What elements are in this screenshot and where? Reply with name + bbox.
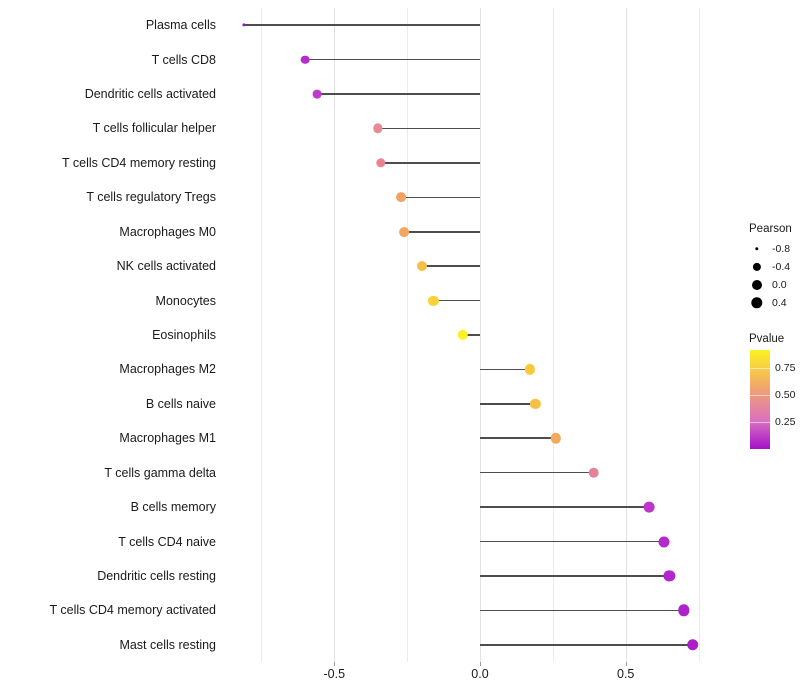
x-axis-tick-mark xyxy=(334,662,336,666)
color-legend-label: 0.50 xyxy=(775,388,796,401)
lollipop-dot[interactable] xyxy=(524,364,535,375)
size-legend-swatch xyxy=(752,262,762,272)
lollipop-dot[interactable] xyxy=(530,398,541,409)
size-legend-label: -0.4 xyxy=(772,260,791,273)
y-axis-tick-label: Dendritic cells activated xyxy=(84,86,216,101)
size-legend-title: Pearson xyxy=(749,223,792,235)
lollipop-stem xyxy=(243,24,480,26)
lollipop-dot[interactable] xyxy=(643,501,655,513)
y-axis-tick-label: T cells regulatory Tregs xyxy=(86,190,216,205)
lollipop-dot[interactable] xyxy=(399,226,410,237)
y-axis-tick-label: Macrophages M0 xyxy=(119,224,216,239)
lollipop-stem xyxy=(421,265,480,267)
size-legend-items: -0.8 -0.4 0.0 0.4 xyxy=(748,240,800,312)
lollipop-dot[interactable] xyxy=(678,604,690,617)
legend-area: Pearson -0.8 -0.4 0.0 0.4 Pvalue 0.75 0.50 0.… xyxy=(748,223,800,474)
size-legend-swatch xyxy=(752,280,762,290)
gridline-minor xyxy=(698,8,700,662)
lollipop-dot[interactable] xyxy=(416,261,427,272)
size-legend-item: -0.8 xyxy=(748,240,800,258)
size-legend-item: 0.4 xyxy=(748,294,800,312)
gridline-minor xyxy=(261,8,263,662)
lollipop-dot[interactable] xyxy=(300,55,310,64)
y-axis-tick-label: Plasma cells xyxy=(145,17,216,32)
y-axis-tick-label: Macrophages M2 xyxy=(119,362,216,377)
lollipop-stem xyxy=(480,471,594,474)
lollipop-stem xyxy=(480,506,650,508)
y-axis-tick-label: Macrophages M1 xyxy=(119,431,216,445)
plot-area xyxy=(225,8,735,662)
y-axis-tick-label: NK cells activated xyxy=(116,258,216,273)
y-axis-tick-label: Monocytes xyxy=(155,293,216,308)
y-axis-tick-label: B cells memory xyxy=(130,499,216,514)
color-legend-bar xyxy=(750,350,770,449)
gridline-major xyxy=(480,8,481,662)
lollipop-stem xyxy=(480,403,536,405)
lollipop-stem xyxy=(480,437,556,440)
x-axis: -0.5 0.0 0.5 xyxy=(225,662,735,700)
lollipop-stem xyxy=(480,575,670,577)
lollipop-stem xyxy=(480,643,693,646)
lollipop-stem xyxy=(480,540,664,543)
lollipop-stem xyxy=(404,230,480,233)
y-axis-tick-label: T cells CD4 memory resting xyxy=(62,155,216,170)
color-legend-tick xyxy=(750,368,770,370)
size-legend-item: -0.4 xyxy=(748,258,800,276)
y-axis-tick-label: Eosinophils xyxy=(152,327,216,342)
lollipop-dot[interactable] xyxy=(376,158,386,168)
y-axis-tick-label: T cells CD4 memory activated xyxy=(49,603,217,618)
y-axis-tick-label: B cells naive xyxy=(145,396,216,411)
color-legend-label: 0.75 xyxy=(775,362,796,375)
x-axis-tick-label: 0.5 xyxy=(617,667,635,681)
lollipop-stem xyxy=(401,196,480,199)
lollipop-stem xyxy=(380,162,480,164)
y-axis-tick-label: Mast cells resting xyxy=(119,637,216,652)
lollipop-dot[interactable] xyxy=(663,570,676,582)
size-legend-label: 0.0 xyxy=(772,278,787,291)
y-axis-tick-label: T cells follicular helper xyxy=(92,121,216,136)
lollipop-dot[interactable] xyxy=(428,295,439,306)
lollipop-stem xyxy=(316,93,480,95)
color-legend-tick xyxy=(750,422,770,424)
size-legend-item: 0.0 xyxy=(748,276,800,294)
gridline-major xyxy=(625,8,627,662)
y-axis-labels: Plasma cells T cells CD8 Dendritic cells a… xyxy=(0,8,217,662)
size-legend-label: -0.8 xyxy=(772,242,791,255)
lollipop-dot[interactable] xyxy=(396,192,407,203)
lollipop-dot[interactable] xyxy=(373,123,383,134)
x-axis-tick-label: 0.0 xyxy=(471,667,489,681)
gridline-major xyxy=(334,8,336,662)
lollipop-stem xyxy=(378,127,480,130)
lollipop-stem xyxy=(433,299,480,302)
lollipop-dot[interactable] xyxy=(686,638,699,651)
lollipop-stem xyxy=(480,609,684,612)
x-axis-tick-mark xyxy=(625,662,627,666)
size-legend-label: 0.4 xyxy=(772,296,787,309)
size-legend-swatch xyxy=(755,247,759,251)
lollipop-dot[interactable] xyxy=(312,89,322,99)
lollipop-stem xyxy=(462,334,480,336)
lollipop-dot[interactable] xyxy=(242,23,246,27)
lollipop-dot[interactable] xyxy=(658,536,670,548)
lollipop-dot[interactable] xyxy=(588,467,599,478)
y-axis-tick-label: Dendritic cells resting xyxy=(97,568,216,583)
color-legend-label: 0.25 xyxy=(775,415,796,428)
y-axis-tick-label: T cells CD4 naive xyxy=(118,534,216,549)
lollipop-stem xyxy=(305,58,480,61)
gridline-minor xyxy=(552,8,554,662)
x-axis-tick-mark xyxy=(480,662,481,666)
lollipop-dot[interactable] xyxy=(550,433,561,444)
x-axis-tick-label: -0.5 xyxy=(323,667,346,681)
size-legend-swatch xyxy=(751,297,763,309)
lollipop-dot[interactable] xyxy=(457,329,468,341)
y-axis-tick-label: T cells gamma delta xyxy=(104,465,216,480)
lollipop-stem xyxy=(480,368,530,371)
color-legend-tick xyxy=(750,395,770,397)
color-legend-title: Pvalue xyxy=(749,333,785,345)
gridline-minor xyxy=(407,8,409,662)
y-axis-tick-label: T cells CD8 xyxy=(151,52,216,67)
